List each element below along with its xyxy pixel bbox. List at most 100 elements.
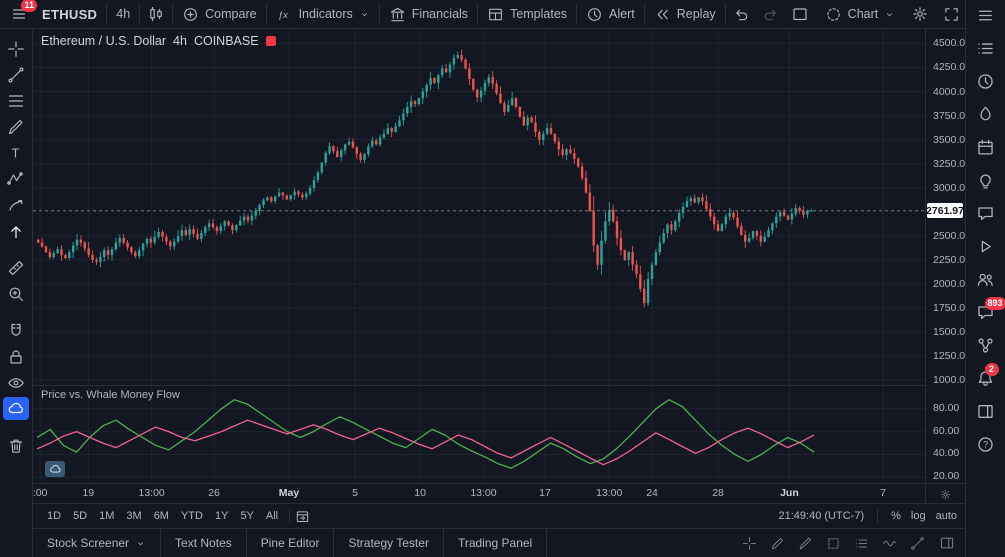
drawing-brush-icon[interactable] — [798, 536, 813, 551]
drawing-wave-icon[interactable] — [882, 536, 897, 551]
notifications-badge: 2 — [984, 363, 999, 376]
footer-tab-stock-screener[interactable]: Stock Screener — [33, 529, 162, 557]
toolbar-separator — [477, 4, 479, 24]
footer-tab-pine-editor[interactable]: Pine Editor — [247, 529, 335, 557]
pattern-tool[interactable] — [3, 167, 29, 190]
time-axis[interactable]: :00 19 13:00 26 May 5 10 13:00 17 13:00 24 28 Jun 7 — [33, 483, 965, 504]
arrow-mark-tool[interactable] — [3, 219, 29, 242]
footer-tab-label: Strategy Tester — [348, 536, 429, 550]
footer-tab-text-notes[interactable]: Text Notes — [161, 529, 247, 557]
indicators-icon: ƒx — [276, 6, 293, 23]
alert-label: Alert — [609, 7, 635, 21]
left-drawing-toolbar: T — [0, 29, 33, 557]
toolbar-separator — [378, 4, 380, 24]
range-ytd-button[interactable]: YTD — [180, 510, 203, 522]
replay-label: Replay — [676, 7, 716, 21]
measure-tool[interactable] — [3, 256, 29, 279]
sidebar-order-panel-button[interactable] — [975, 401, 997, 421]
gear-icon — [911, 5, 929, 23]
range-1m-button[interactable]: 1M — [99, 510, 115, 522]
compare-button[interactable]: Compare — [174, 0, 264, 28]
sidebar-alerts-button[interactable] — [975, 71, 997, 91]
range-all-button[interactable]: All — [265, 510, 279, 522]
sidebar-object-tree-button[interactable] — [975, 335, 997, 355]
replay-button[interactable]: Replay — [646, 0, 724, 28]
drawing-trend-icon[interactable] — [910, 536, 925, 551]
layout-button[interactable] — [785, 0, 815, 28]
drawing-pencil-icon[interactable] — [770, 536, 785, 551]
trend-line-tool[interactable] — [3, 63, 29, 86]
sidebar-community-button[interactable] — [975, 269, 997, 289]
sidebar-help-button[interactable]: ? — [975, 434, 997, 454]
scale-log-button[interactable]: log — [910, 510, 926, 522]
drawing-crosshair-icon[interactable] — [742, 536, 757, 551]
symbol-legend[interactable]: Ethereum / U.S. Dollar 4h COINBASE — [41, 34, 276, 48]
crosshair-tool[interactable] — [3, 37, 29, 60]
drawing-sync-tool[interactable] — [3, 397, 29, 420]
range-5d-button[interactable]: 5D — [73, 510, 88, 522]
sidebar-hotlists-button[interactable] — [975, 104, 997, 124]
indicator-logo-icon[interactable] — [45, 461, 65, 477]
indicator-pane[interactable]: Price vs. Whale Money Flow — [33, 385, 925, 484]
drawing-lock-tool[interactable] — [3, 345, 29, 368]
templates-button[interactable]: Templates — [479, 0, 575, 28]
footer-tab-strategy-tester[interactable]: Strategy Tester — [334, 529, 444, 557]
hide-drawings-tool[interactable] — [3, 371, 29, 394]
indicators-button[interactable]: ƒx Indicators — [268, 0, 378, 28]
redo-button[interactable] — [756, 0, 785, 28]
price-axis[interactable]: 2761.97 4500.00 4250.00 4000.00 3750.00 3500… — [925, 29, 971, 483]
fib-retracement-tool[interactable] — [3, 89, 29, 112]
undo-button[interactable] — [727, 0, 756, 28]
scale-percent-button[interactable]: % — [891, 510, 901, 522]
chart-dropdown[interactable]: Chart — [817, 0, 904, 28]
magnet-tool[interactable] — [3, 319, 29, 342]
interval-button[interactable]: 4h — [108, 0, 138, 28]
scale-auto-button[interactable]: auto — [935, 510, 957, 522]
indicator-chart[interactable] — [33, 386, 925, 483]
sidebar-private-chats-button[interactable]: 893 — [975, 297, 1005, 322]
sidebar-watchlist-button[interactable] — [975, 38, 997, 58]
sidebar-notifications-button[interactable]: 2 — [975, 363, 999, 388]
legend-title: Ethereum / U.S. Dollar — [41, 34, 167, 48]
sidebar-ideas-button[interactable] — [975, 170, 997, 190]
indicator-legend[interactable]: Price vs. Whale Money Flow — [41, 389, 180, 401]
fullscreen-button[interactable] — [937, 0, 966, 28]
settings-button[interactable] — [905, 0, 935, 28]
symbol-flag-icon[interactable] — [265, 36, 276, 46]
time-tick: 13:00 — [596, 487, 623, 499]
footer-tab-trading-panel[interactable]: Trading Panel — [444, 529, 548, 557]
sidebar-streams-button[interactable] — [975, 236, 997, 256]
drawing-list-icon[interactable] — [854, 536, 869, 551]
range-5y-button[interactable]: 5Y — [240, 510, 254, 522]
main-menu-button[interactable]: 11 — [4, 0, 37, 28]
drawing-select-icon[interactable] — [826, 536, 841, 551]
range-1y-button[interactable]: 1Y — [214, 510, 229, 522]
sidebar-public-chats-button[interactable] — [975, 203, 997, 223]
range-6m-button[interactable]: 6M — [153, 510, 169, 522]
toolbar-separator — [172, 4, 174, 24]
time-tick: 13:00 — [470, 487, 497, 499]
bottom-panel-toggle[interactable] — [939, 535, 965, 551]
candlestick-chart[interactable] — [33, 29, 925, 385]
time-tick: 24 — [646, 487, 658, 499]
sidebar-sidebar-menu-button[interactable] — [975, 5, 997, 25]
financials-icon — [389, 6, 406, 23]
axis-settings-button[interactable] — [925, 484, 965, 504]
range-1d-button[interactable]: 1D — [47, 510, 62, 522]
chart-style-button[interactable] — [141, 0, 171, 28]
fullscreen-icon — [943, 6, 960, 23]
financials-button[interactable]: Financials — [381, 0, 476, 28]
go-to-date-button[interactable] — [295, 509, 310, 524]
clock-label[interactable]: 21:49:40 (UTC-7) — [778, 510, 865, 522]
text-tool[interactable]: T — [3, 141, 29, 164]
range-3m-button[interactable]: 3M — [126, 510, 142, 522]
time-tick: 28 — [712, 487, 724, 499]
brush-tool[interactable] — [3, 115, 29, 138]
zoom-in-tool[interactable] — [3, 282, 29, 305]
alert-button[interactable]: Alert — [578, 0, 643, 28]
sidebar-calendar-button[interactable] — [975, 137, 997, 157]
forecast-tool[interactable] — [3, 193, 29, 216]
remove-drawings-tool[interactable] — [3, 434, 29, 457]
symbol-search-button[interactable]: ETHUSD — [34, 0, 105, 28]
chart-area[interactable]: Ethereum / U.S. Dollar 4h COINBASE Price… — [33, 29, 971, 528]
